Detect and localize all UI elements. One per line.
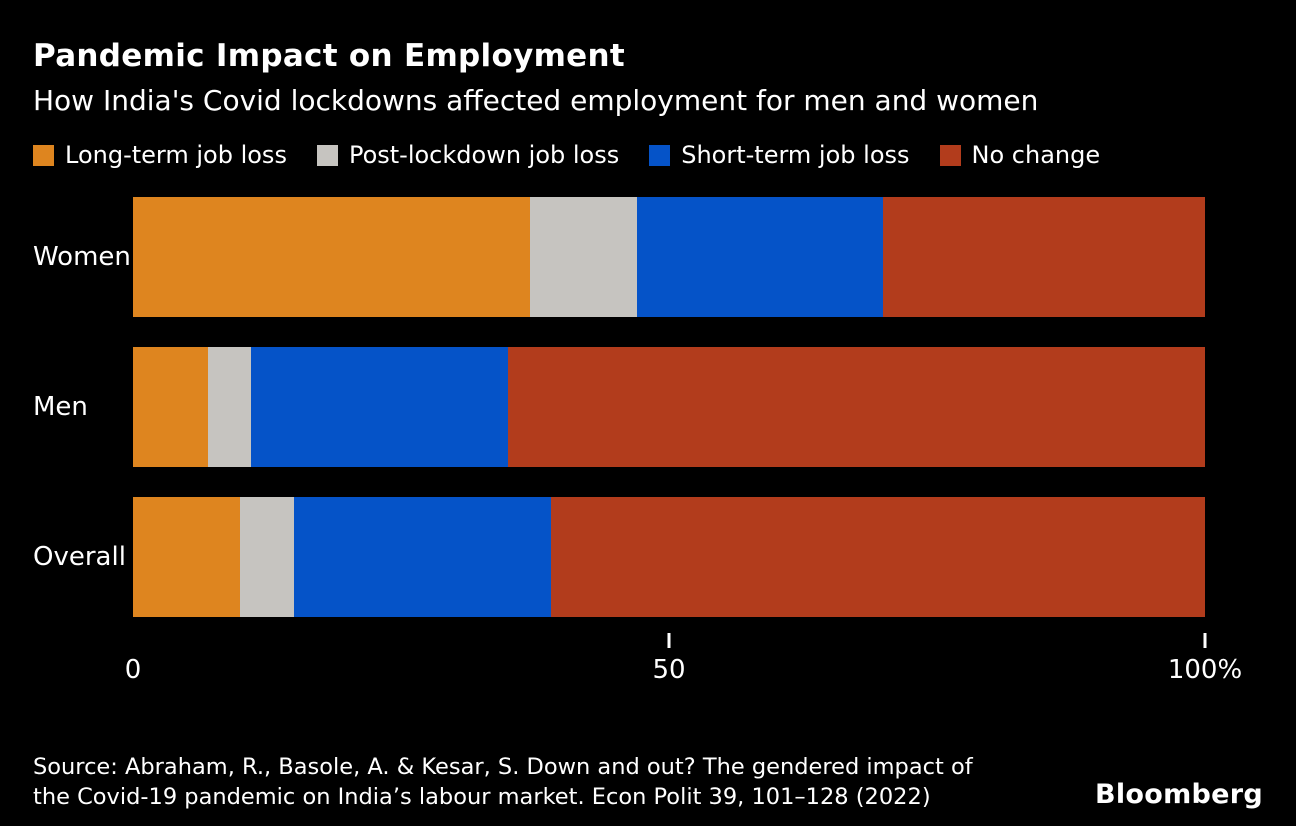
row-label-men: Men — [33, 392, 88, 422]
row-label-overall: Overall — [33, 542, 126, 572]
legend-label: Long-term job loss — [65, 141, 287, 169]
source-line-2: the Covid-19 pandemic on India’s labour … — [33, 784, 931, 810]
footer: Source: Abraham, R., Basole, A. & Kesar,… — [33, 752, 1263, 812]
legend-label: Post-lockdown job loss — [348, 141, 620, 169]
chart-row-overall: Overall — [33, 497, 1205, 617]
legend-swatch-icon — [939, 144, 961, 166]
bar-track-men — [133, 347, 1205, 467]
tick-label-50: 50 — [652, 655, 686, 685]
bar-segment-women-post-lockdown-job-loss — [529, 197, 637, 317]
legend-label: Short-term job loss — [681, 141, 910, 169]
legend-item-long-term-job-loss: Long-term job loss — [33, 141, 287, 169]
bar-segment-overall-long-term-job-loss — [133, 497, 241, 617]
tick-mark-50 — [667, 633, 671, 648]
bar-segment-women-long-term-job-loss — [133, 197, 530, 317]
row-label-women: Women — [33, 242, 131, 272]
chart-row-women: Women — [33, 197, 1205, 317]
bar-segment-overall-post-lockdown-job-loss — [240, 497, 294, 617]
bar-segment-men-no-change — [508, 347, 1205, 467]
bar-segment-men-long-term-job-loss — [133, 347, 209, 467]
legend-label: No change — [971, 141, 1101, 169]
stacked-bar-chart: Women Men Overall — [33, 197, 1205, 617]
legend-item-post-lockdown-job-loss: Post-lockdown job loss — [316, 141, 620, 169]
bar-segment-men-short-term-job-loss — [250, 347, 509, 467]
bar-track-overall — [133, 497, 1205, 617]
legend-item-no-change: No change — [939, 141, 1101, 169]
chart-subtitle: How India's Covid lockdowns affected emp… — [33, 84, 1039, 117]
tick-mark-100 — [1203, 633, 1207, 648]
tick-label-0: 0 — [124, 655, 142, 685]
source-line-1: Source: Abraham, R., Basole, A. & Kesar,… — [33, 754, 973, 780]
bar-segment-women-no-change — [883, 197, 1205, 317]
legend-swatch-icon — [649, 144, 671, 166]
bar-segment-men-post-lockdown-job-loss — [208, 347, 251, 467]
source-note: Source: Abraham, R., Basole, A. & Kesar,… — [33, 752, 973, 812]
bar-track-women — [133, 197, 1205, 317]
tick-label-100: 100% — [1167, 655, 1243, 685]
bloomberg-logo: Bloomberg — [1094, 779, 1263, 810]
x-axis: 0 50 100% — [125, 617, 1242, 689]
bar-segment-overall-no-change — [551, 497, 1205, 617]
bar-segment-women-short-term-job-loss — [636, 197, 884, 317]
legend-swatch-icon — [33, 144, 54, 166]
legend: Long-term job loss Post-lockdown job loss… — [33, 141, 1263, 169]
legend-item-short-term-job-loss: Short-term job loss — [649, 141, 910, 169]
legend-swatch-icon — [316, 144, 338, 166]
chart-row-men: Men — [33, 347, 1205, 467]
bar-segment-overall-short-term-job-loss — [293, 497, 552, 617]
chart-title: Pandemic Impact on Employment — [33, 38, 625, 74]
